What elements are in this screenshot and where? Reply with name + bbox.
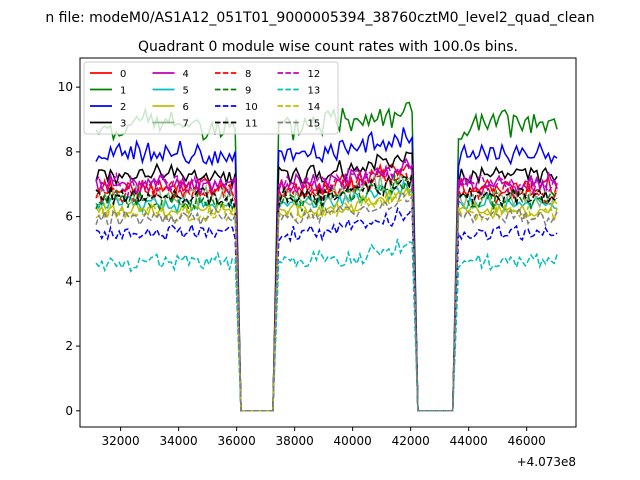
series-layer <box>95 101 558 412</box>
legend-label: 11 <box>245 119 258 130</box>
legend-label: 2 <box>120 102 126 113</box>
y-tick-label: 4 <box>65 274 73 288</box>
x-tick-label: 42000 <box>392 434 430 448</box>
legend-label: 9 <box>245 86 251 97</box>
series-line-6 <box>95 186 558 412</box>
legend-label: 10 <box>245 102 258 113</box>
y-axis: 0 2 4 6 8 10 <box>58 80 80 418</box>
x-axis-offset-label: +4.073e8 <box>517 455 576 469</box>
series-line-11 <box>95 170 558 412</box>
x-tick-label: 34000 <box>160 434 198 448</box>
y-tick-label: 6 <box>65 210 73 224</box>
series-line-5 <box>95 181 558 412</box>
x-tick-label: 32000 <box>102 434 140 448</box>
chart-title: Quadrant 0 module wise count rates with … <box>138 39 518 55</box>
x-tick-label: 36000 <box>218 434 256 448</box>
series-line-13 <box>95 238 558 412</box>
series-line-12 <box>95 160 558 412</box>
x-tick-label: 46000 <box>508 434 546 448</box>
legend-label: 7 <box>183 119 189 130</box>
series-line-3 <box>95 151 558 412</box>
x-tick-label: 38000 <box>276 434 314 448</box>
legend-label: 8 <box>245 69 251 80</box>
legend-label: 3 <box>120 119 126 130</box>
legend-label: 1 <box>120 86 126 97</box>
legend-label: 5 <box>183 86 189 97</box>
legend-label: 4 <box>183 69 189 80</box>
series-line-2 <box>95 127 558 412</box>
series-line-15 <box>95 192 558 412</box>
legend-label: 0 <box>120 69 126 80</box>
legend-label: 12 <box>308 69 321 80</box>
x-axis: 32000 34000 36000 38000 40000 42000 44000 46000 <box>102 427 546 448</box>
legend-label: 14 <box>308 102 321 113</box>
series-line-10 <box>95 205 558 412</box>
series-line-8 <box>95 167 558 412</box>
series-line-4 <box>95 157 558 412</box>
figure-suptitle: n file: modeM0/AS1A12_051T01_9000005394_… <box>45 10 594 26</box>
y-tick-label: 0 <box>65 404 73 418</box>
legend-label: 6 <box>183 102 189 113</box>
axes-frame <box>79 57 577 428</box>
y-tick-label: 10 <box>58 80 73 94</box>
y-tick-label: 8 <box>65 145 73 159</box>
x-tick-label: 40000 <box>334 434 372 448</box>
x-tick-label: 44000 <box>450 434 488 448</box>
series-line-9 <box>95 173 558 412</box>
legend-label: 15 <box>308 119 321 130</box>
y-tick-label: 2 <box>65 339 73 353</box>
legend-label: 13 <box>308 86 321 97</box>
legend-box <box>83 61 339 135</box>
